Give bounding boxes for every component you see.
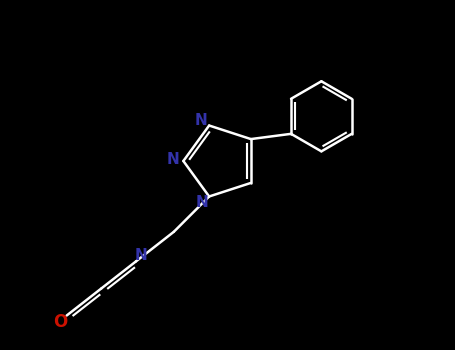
Text: O: O [54, 313, 68, 330]
Text: N: N [195, 113, 207, 128]
Text: N: N [196, 195, 208, 210]
Text: N: N [167, 152, 180, 167]
Text: N: N [135, 248, 147, 263]
